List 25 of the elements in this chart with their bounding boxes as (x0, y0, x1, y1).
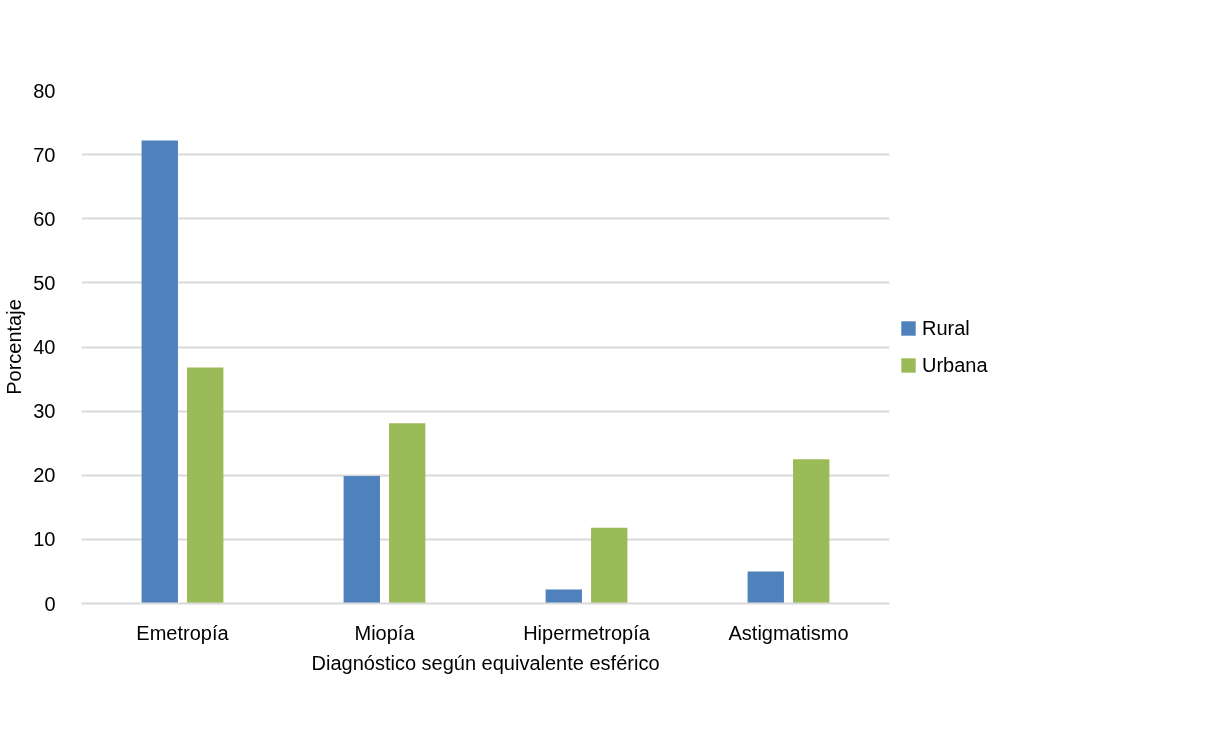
legend-label: Rural (922, 316, 971, 340)
x-tick-label: Emetropía (136, 621, 230, 644)
bar (343, 475, 380, 604)
legend-label: Urbana (922, 353, 989, 377)
y-tick-label: 30 (33, 400, 56, 423)
y-axis-title: Porcentaje (3, 299, 26, 395)
y-tick-label: 70 (33, 143, 56, 166)
y-tick-label: 40 (33, 336, 56, 358)
y-tick-label: 50 (33, 271, 56, 294)
y-tick-label: 80 (33, 79, 56, 102)
x-axis-title: Diagnóstico según equivalente esférico (311, 651, 660, 674)
y-tick-label: 0 (44, 592, 56, 615)
x-tick-label: Astigmatismo (728, 621, 849, 644)
bar (389, 423, 426, 604)
bar (141, 140, 178, 604)
y-tick-label: 20 (33, 464, 56, 487)
x-tick-label: Miopía (354, 621, 416, 644)
bar (187, 367, 224, 604)
y-tick-label: 10 (33, 528, 56, 551)
bar (591, 527, 628, 604)
bar (545, 589, 582, 604)
y-tick-label: 60 (33, 207, 56, 230)
x-tick-label: Hipermetropía (523, 621, 651, 644)
bar (793, 459, 830, 604)
bar (747, 571, 784, 604)
